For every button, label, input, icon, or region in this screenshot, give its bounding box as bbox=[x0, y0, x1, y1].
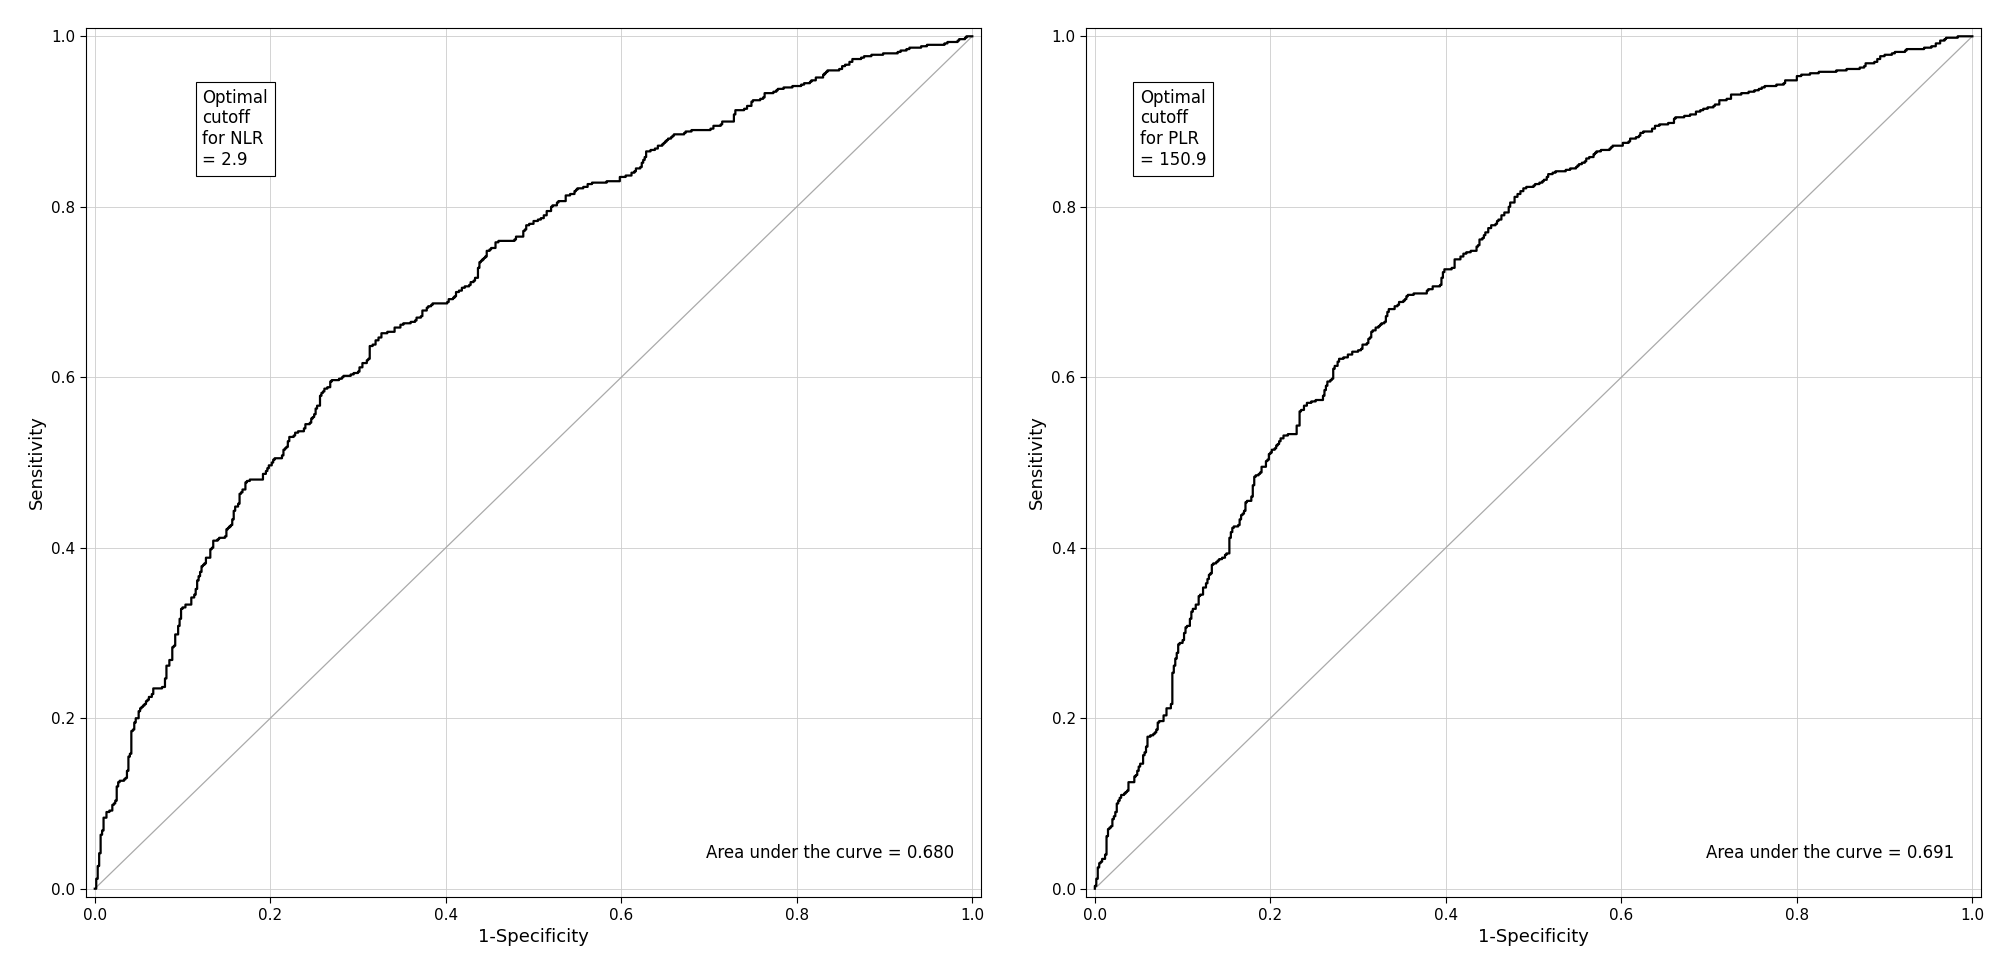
X-axis label: 1-Specificity: 1-Specificity bbox=[477, 928, 588, 946]
Y-axis label: Sensitivity: Sensitivity bbox=[28, 416, 46, 509]
Text: Area under the curve = 0.691: Area under the curve = 0.691 bbox=[1706, 844, 1954, 862]
Text: Optimal
cutoff
for NLR
= 2.9: Optimal cutoff for NLR = 2.9 bbox=[201, 89, 268, 169]
Text: Area under the curve = 0.680: Area under the curve = 0.680 bbox=[707, 844, 955, 862]
X-axis label: 1-Specificity: 1-Specificity bbox=[1478, 928, 1589, 946]
Text: Optimal
cutoff
for PLR
= 150.9: Optimal cutoff for PLR = 150.9 bbox=[1140, 89, 1206, 169]
Y-axis label: Sensitivity: Sensitivity bbox=[1027, 416, 1045, 509]
